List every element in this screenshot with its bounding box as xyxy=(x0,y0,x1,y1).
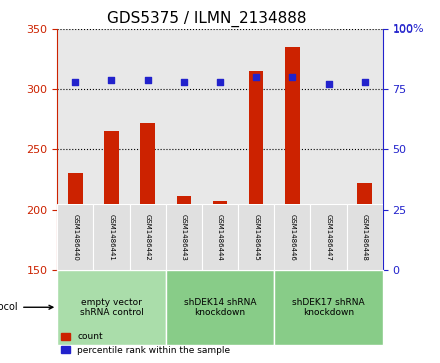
Bar xyxy=(140,123,155,363)
Text: GSM1486444: GSM1486444 xyxy=(217,214,223,261)
Text: GSM1486448: GSM1486448 xyxy=(362,214,368,261)
Text: GSM1486447: GSM1486447 xyxy=(324,272,333,323)
Bar xyxy=(104,131,119,363)
Text: GSM1486443: GSM1486443 xyxy=(181,214,187,261)
Text: shDEK17 shRNA
knockdown: shDEK17 shRNA knockdown xyxy=(292,298,365,317)
FancyBboxPatch shape xyxy=(274,204,311,270)
Text: GSM1486441: GSM1486441 xyxy=(109,214,114,261)
FancyBboxPatch shape xyxy=(57,270,166,345)
Text: GSM1486442: GSM1486442 xyxy=(145,214,150,261)
Text: GSM1486442: GSM1486442 xyxy=(143,272,152,323)
Text: GSM1486440: GSM1486440 xyxy=(71,272,80,323)
Point xyxy=(216,79,224,85)
FancyBboxPatch shape xyxy=(129,204,166,270)
Text: GSM1486441: GSM1486441 xyxy=(107,272,116,323)
Bar xyxy=(357,183,372,363)
Point xyxy=(108,77,115,82)
Bar xyxy=(68,174,83,363)
Point xyxy=(253,74,260,80)
Text: GSM1486444: GSM1486444 xyxy=(216,272,224,323)
Y-axis label: 100%: 100% xyxy=(393,24,425,34)
FancyBboxPatch shape xyxy=(274,270,383,345)
Text: GSM1486445: GSM1486445 xyxy=(252,272,260,323)
Point xyxy=(72,79,79,85)
Bar xyxy=(176,196,191,363)
Text: GSM1486443: GSM1486443 xyxy=(180,272,188,323)
Bar xyxy=(249,71,264,363)
Text: GSM1486447: GSM1486447 xyxy=(326,214,331,261)
Point xyxy=(325,81,332,87)
FancyBboxPatch shape xyxy=(93,204,129,270)
Text: shDEK14 shRNA
knockdown: shDEK14 shRNA knockdown xyxy=(184,298,256,317)
Point xyxy=(180,79,187,85)
Legend: count, percentile rank within the sample: count, percentile rank within the sample xyxy=(57,329,234,359)
Point xyxy=(361,79,368,85)
Text: GDS5375 / ILMN_2134888: GDS5375 / ILMN_2134888 xyxy=(107,11,307,27)
Text: GSM1486448: GSM1486448 xyxy=(360,272,369,323)
FancyBboxPatch shape xyxy=(202,204,238,270)
FancyBboxPatch shape xyxy=(166,204,202,270)
Text: protocol: protocol xyxy=(0,302,53,312)
Text: GSM1486445: GSM1486445 xyxy=(253,214,259,261)
Point xyxy=(144,77,151,82)
Text: GSM1486446: GSM1486446 xyxy=(288,272,297,323)
Bar xyxy=(285,47,300,363)
Text: GSM1486440: GSM1486440 xyxy=(72,214,78,261)
Point xyxy=(289,74,296,80)
FancyBboxPatch shape xyxy=(238,204,274,270)
FancyBboxPatch shape xyxy=(166,270,274,345)
Text: empty vector
shRNA control: empty vector shRNA control xyxy=(80,298,143,317)
Bar xyxy=(213,201,227,363)
FancyBboxPatch shape xyxy=(311,204,347,270)
Text: GSM1486446: GSM1486446 xyxy=(290,214,295,261)
FancyBboxPatch shape xyxy=(57,204,93,270)
FancyBboxPatch shape xyxy=(347,204,383,270)
Bar xyxy=(321,218,336,363)
